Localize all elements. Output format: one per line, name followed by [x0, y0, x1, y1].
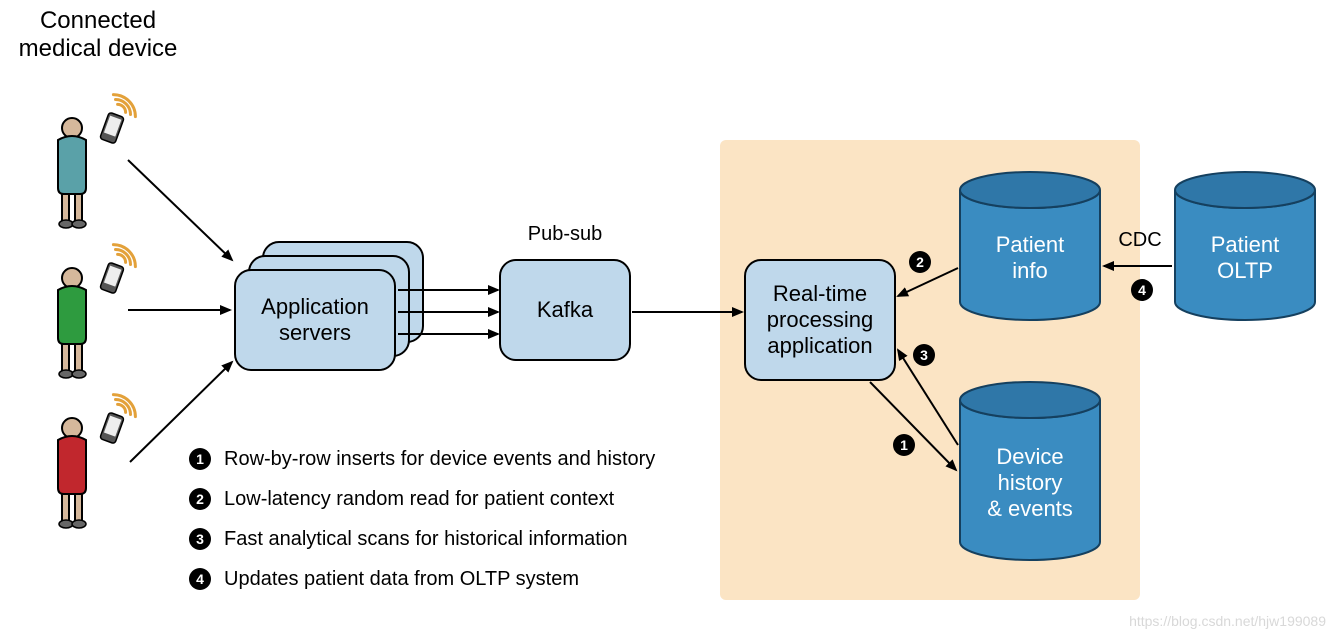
person-icon [58, 268, 86, 378]
device-icon [100, 262, 125, 294]
svg-text:Pub-sub: Pub-sub [528, 223, 603, 245]
svg-text:& events: & events [987, 496, 1073, 521]
svg-text:Patient: Patient [1211, 232, 1280, 257]
db-patient-oltp: PatientOLTP [1175, 172, 1315, 320]
legend-text: Row-by-row inserts for device events and… [224, 448, 655, 470]
diagram-title-line2: medical device [19, 35, 178, 62]
architecture-diagram: Connected medical device Applicationserv… [0, 0, 1332, 632]
legend-text: Updates patient data from OLTP system [224, 568, 579, 590]
people-group [58, 95, 135, 528]
svg-text:Kafka: Kafka [537, 297, 594, 322]
legend-text: Low-latency random read for patient cont… [224, 488, 615, 510]
svg-text:4: 4 [196, 571, 204, 587]
person-icon [58, 118, 86, 228]
svg-text:3: 3 [196, 531, 204, 547]
db-patient-info: Patientinfo [960, 172, 1100, 320]
svg-text:info: info [1012, 258, 1047, 283]
legend-item-3: 3 Fast analytical scans for historical in… [189, 528, 628, 550]
legend-item-2: 2 Low-latency random read for patient con… [189, 488, 615, 510]
svg-text:1: 1 [196, 451, 204, 467]
svg-text:4: 4 [1138, 282, 1146, 298]
svg-text:Device: Device [996, 444, 1063, 469]
db-device-history: Devicehistory& events [960, 382, 1100, 560]
arrow-p1-app [128, 160, 232, 260]
legend-item-1: 1 Row-by-row inserts for device events an… [189, 448, 655, 470]
svg-text:OLTP: OLTP [1217, 258, 1273, 283]
svg-text:Real-time: Real-time [773, 281, 867, 306]
arrow-p3-app [130, 362, 232, 462]
watermark: https://blog.csdn.net/hjw199089 [1129, 613, 1326, 629]
svg-text:3: 3 [920, 347, 928, 363]
node-kafka: Kafka Pub-sub [500, 223, 630, 360]
svg-text:Patient: Patient [996, 232, 1065, 257]
person-icon [58, 418, 86, 528]
legend: 1 Row-by-row inserts for device events an… [189, 448, 655, 590]
legend-text: Fast analytical scans for historical inf… [224, 528, 628, 550]
node-realtime-app: Real-timeprocessingapplication [745, 260, 895, 380]
svg-text:Application: Application [261, 294, 369, 319]
node-application-servers: Applicationservers [235, 242, 423, 370]
device-icon [100, 112, 125, 144]
device-icon [100, 412, 125, 444]
legend-item-4: 4 Updates patient data from OLTP system [189, 568, 579, 590]
svg-text:CDC: CDC [1118, 229, 1161, 251]
svg-text:2: 2 [196, 491, 204, 507]
diagram-title-line1: Connected [40, 7, 156, 34]
svg-text:2: 2 [916, 254, 924, 270]
svg-text:1: 1 [900, 437, 908, 453]
svg-text:servers: servers [279, 320, 351, 345]
svg-text:history: history [998, 470, 1063, 495]
svg-text:application: application [767, 333, 872, 358]
svg-text:processing: processing [767, 307, 873, 332]
